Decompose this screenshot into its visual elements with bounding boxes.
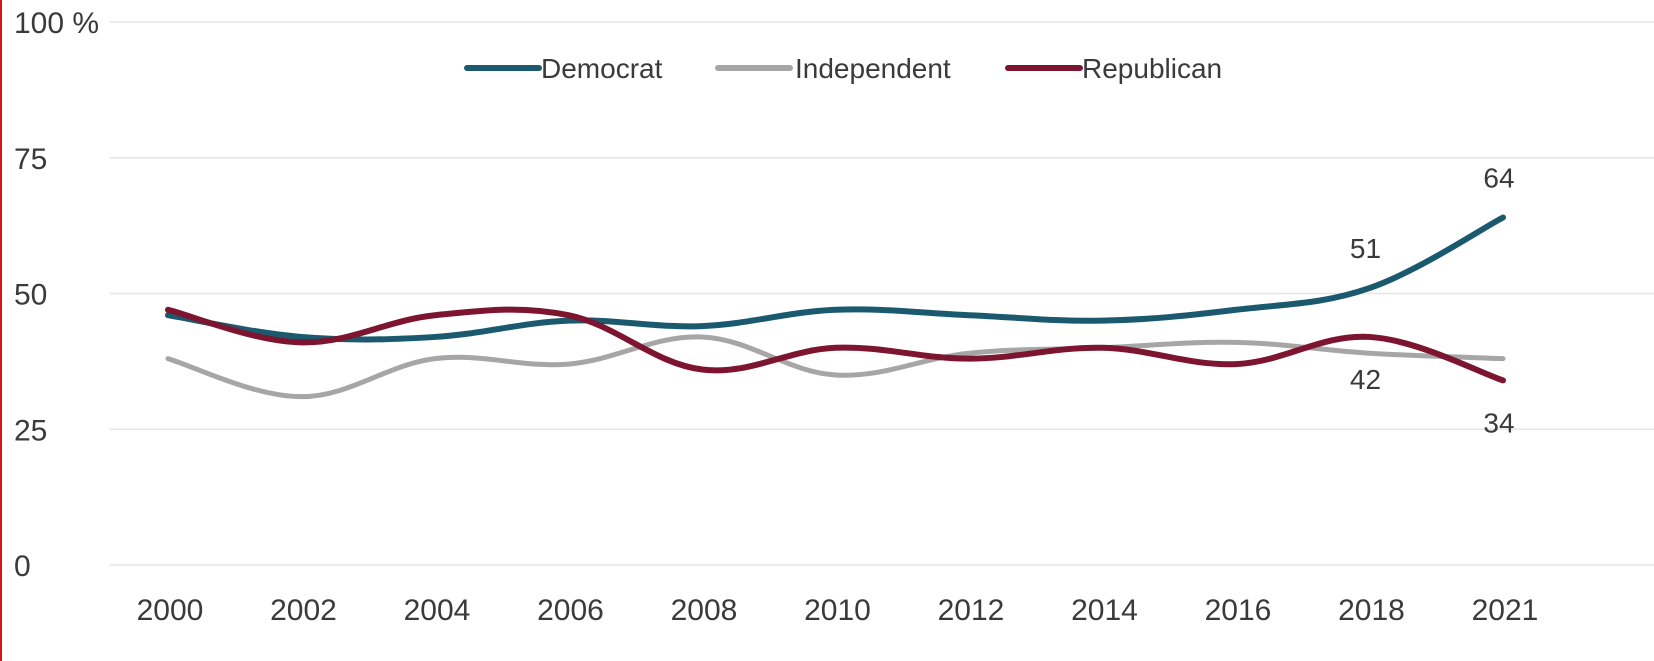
- x-tick-label: 2018: [1338, 594, 1405, 627]
- x-tick-label: 2021: [1472, 594, 1539, 627]
- x-tick-label: 2014: [1071, 594, 1138, 627]
- x-tick-label: 2016: [1205, 594, 1272, 627]
- data-label: 51: [1350, 233, 1381, 264]
- series-line-republican: [165, 306, 1506, 384]
- legend-label: Independent: [795, 53, 951, 84]
- series-lines: [165, 214, 1506, 400]
- legend-label: Republican: [1082, 53, 1222, 84]
- series-line-independent: [165, 334, 1506, 400]
- legend-item-republican[interactable]: Republican: [1005, 53, 1222, 84]
- x-tick-label: 2010: [804, 594, 871, 627]
- data-labels: 51 64 42 34: [1350, 162, 1515, 438]
- legend-item-independent[interactable]: Independent: [715, 53, 951, 84]
- data-label: 64: [1483, 162, 1514, 193]
- data-label: 42: [1350, 364, 1381, 395]
- x-tick-label: 2006: [537, 594, 604, 627]
- y-tick-label: 0: [14, 550, 31, 583]
- x-tick-label: 2002: [270, 594, 337, 627]
- x-axis: 2000 2002 2004 2006 2008 2010 2012 2014 2016 2018…: [137, 594, 1539, 627]
- y-tick-label: 75: [14, 143, 47, 176]
- x-tick-label: 2000: [137, 594, 204, 627]
- y-axis: 0 25 50 75 100 %: [14, 7, 99, 583]
- y-tick-label: 50: [14, 279, 47, 312]
- y-tick-label: 25: [14, 414, 47, 447]
- x-tick-label: 2004: [404, 594, 471, 627]
- y-tick-label: 100 %: [14, 7, 99, 40]
- legend-label: Democrat: [541, 53, 663, 84]
- series-line-democrat: [165, 214, 1506, 343]
- gridlines: [110, 21, 1654, 566]
- data-label: 34: [1483, 407, 1514, 438]
- x-tick-label: 2012: [938, 594, 1005, 627]
- x-tick-label: 2008: [671, 594, 738, 627]
- legend-item-democrat[interactable]: Democrat: [464, 53, 663, 84]
- legend[interactable]: Democrat Independent Republican: [464, 53, 1222, 84]
- frame-edge: [0, 0, 2, 661]
